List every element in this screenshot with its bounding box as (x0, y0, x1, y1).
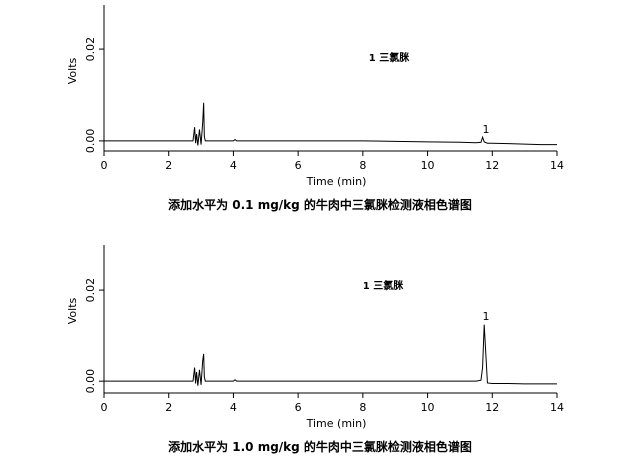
x-axis-label: Time (min) (306, 417, 367, 430)
x-tick-label: 2 (165, 159, 172, 172)
x-axis-label: Time (min) (306, 175, 367, 188)
x-tick-label: 12 (485, 401, 499, 414)
chart: 0 2 4 6 8 10 12 14 0.00 0.02 Volts Time (min) 添加水平为 … (66, 5, 564, 212)
peak-label: 1 (483, 123, 490, 136)
y-tick-label: 0.02 (84, 37, 97, 62)
peak-label: 1 (483, 310, 490, 323)
y-tick-label: 0.00 (84, 369, 97, 394)
y-tick-label: 0.00 (84, 129, 97, 154)
annotation: 1 三氯脒 (369, 51, 410, 64)
y-tick-label: 0.02 (84, 278, 97, 303)
chromatogram-line (104, 102, 557, 146)
chart-title: 添加水平为 0.1 mg/kg 的牛肉中三氯脒检测液相色谱图 (168, 197, 472, 212)
chart: 0 2 4 6 8 10 12 14 0.00 0.02 Volts Time (min) 添加水平为 … (66, 245, 564, 454)
x-tick-label: 2 (165, 401, 172, 414)
x-tick-label: 0 (101, 401, 108, 414)
x-tick-label: 0 (101, 159, 108, 172)
x-tick-label: 14 (550, 159, 564, 172)
x-tick-label: 4 (230, 401, 237, 414)
x-tick-label: 12 (485, 159, 499, 172)
x-tick-label: 4 (230, 159, 237, 172)
x-tick-label: 10 (421, 159, 435, 172)
annotation: 1 三氯脒 (363, 279, 404, 292)
y-axis-label: Volts (66, 57, 79, 84)
x-tick-label: 6 (295, 401, 302, 414)
x-tick-label: 6 (295, 159, 302, 172)
x-tick-label: 14 (550, 401, 564, 414)
x-tick-label: 10 (421, 401, 435, 414)
x-tick-label: 8 (359, 401, 366, 414)
chromatogram-line (104, 324, 557, 386)
x-tick-label: 8 (359, 159, 366, 172)
chart-title: 添加水平为 1.0 mg/kg 的牛肉中三氯脒检测液相色谱图 (168, 439, 472, 454)
y-axis-label: Volts (66, 297, 79, 324)
